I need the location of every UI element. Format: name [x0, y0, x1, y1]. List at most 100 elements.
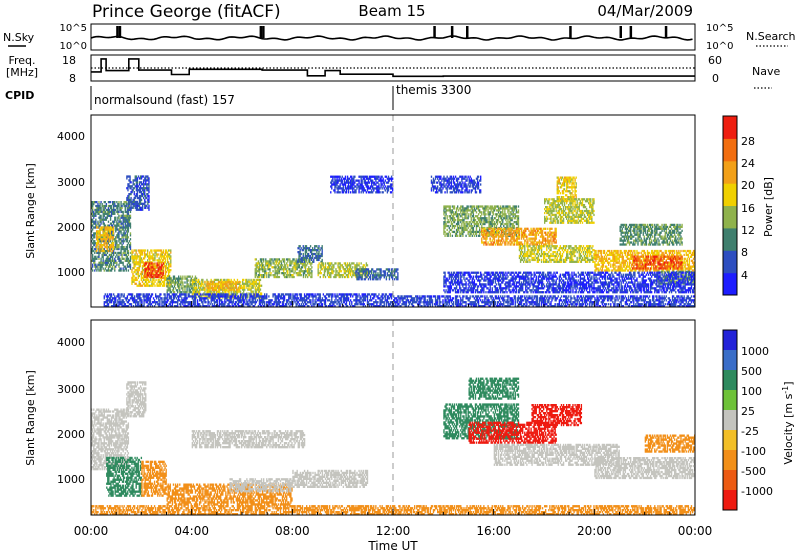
heatmap-cell [376, 276, 378, 279]
heatmap-cell [296, 299, 298, 302]
heatmap-cell [196, 288, 199, 291]
heatmap-cell [220, 295, 222, 298]
heatmap-cell [397, 276, 399, 279]
heatmap-cell [255, 264, 257, 267]
heatmap-cell [167, 277, 169, 280]
heatmap-cell [155, 295, 157, 298]
heatmap-cell [230, 289, 232, 292]
heatmap-cell [174, 305, 177, 307]
heatmap-cell [108, 249, 111, 253]
heatmap-cell [102, 232, 104, 235]
heatmap-cell [322, 262, 325, 265]
heatmap-cell [134, 295, 136, 298]
heatmap-cell [194, 295, 197, 298]
heatmap-cell [109, 244, 112, 247]
heatmap-cell [151, 255, 153, 258]
heatmap-cell [128, 220, 131, 223]
heatmap-cell [145, 299, 147, 302]
heatmap-cell [280, 297, 283, 300]
heatmap-cell [309, 262, 311, 265]
heatmap-cell [293, 258, 295, 261]
heatmap-cell [143, 183, 145, 186]
heatmap-cell [381, 305, 383, 307]
heatmap-cell [98, 263, 100, 266]
heatmap-cell [155, 303, 157, 306]
heatmap-cell [165, 263, 168, 266]
heatmap-cell [127, 253, 130, 257]
heatmap-cell [142, 189, 144, 192]
heatmap-cell [148, 270, 150, 273]
heatmap-cell [198, 280, 200, 283]
heatmap-cell [147, 251, 149, 254]
heatmap-cell [371, 299, 373, 302]
heatmap-cell [362, 268, 364, 271]
heatmap-cell [182, 303, 184, 306]
heatmap-cell [309, 254, 312, 258]
heatmap-cell [109, 230, 112, 233]
heatmap-cell [350, 264, 352, 267]
heatmap-cell [343, 272, 346, 275]
heatmap-cell [112, 220, 114, 223]
heatmap-cell [140, 253, 143, 256]
heatmap-cell [340, 295, 342, 298]
heatmap-cell [278, 270, 281, 273]
heatmap-cell [201, 294, 203, 297]
heatmap-cell [224, 303, 226, 306]
heatmap-cell [98, 240, 100, 243]
heatmap-cell [329, 268, 331, 271]
heatmap-cell [352, 266, 354, 269]
heatmap-cell [235, 289, 238, 292]
heatmap-cell [126, 177, 128, 180]
heatmap-cell [169, 249, 171, 252]
heatmap-cell [100, 222, 102, 225]
heatmap-cell [142, 274, 145, 278]
heatmap-cell [129, 193, 131, 196]
heatmap-cell [114, 267, 116, 270]
heatmap-cell [308, 256, 311, 260]
heatmap-cell [329, 303, 331, 306]
heatmap-cell [98, 255, 100, 258]
heatmap-cell [321, 245, 323, 248]
heatmap-cell [322, 274, 325, 277]
heatmap-cell [291, 270, 293, 273]
heatmap-cell [119, 238, 121, 241]
heatmap-cell [187, 293, 189, 296]
heatmap-cell [332, 293, 334, 296]
heatmap-cell [135, 263, 137, 266]
heatmap-cell [280, 272, 283, 275]
heatmap-cell [398, 303, 400, 306]
heatmap-cell [304, 266, 307, 269]
heatmap-cell [258, 275, 261, 279]
heatmap-cell [199, 288, 201, 291]
heatmap-cell [134, 194, 136, 198]
heatmap-cell [165, 270, 168, 274]
heatmap-cell [109, 222, 112, 225]
heatmap-cell [149, 297, 152, 300]
heatmap-cell [217, 290, 220, 293]
heatmap-cell [174, 287, 177, 290]
heatmap-cell [259, 305, 262, 307]
heatmap-cell [297, 274, 299, 277]
heatmap-cell [136, 272, 138, 276]
heatmap-cell [149, 255, 151, 258]
heatmap-cell [145, 262, 148, 265]
heatmap-cell [357, 295, 359, 298]
heatmap-cell [503, 299, 505, 302]
heatmap-cell [448, 295, 450, 298]
heatmap-cell [203, 294, 205, 297]
heatmap-cell [381, 274, 383, 277]
heatmap-cell [426, 303, 428, 306]
heatmap-cell [239, 299, 242, 302]
heatmap-cell [495, 297, 498, 300]
heatmap-cell [156, 282, 158, 285]
heatmap-cell [310, 303, 312, 306]
heatmap-cell [103, 222, 105, 225]
heatmap-cell [109, 255, 112, 258]
heatmap-cell [123, 295, 125, 298]
heatmap-cell [260, 274, 263, 277]
heatmap-cell [332, 264, 334, 267]
heatmap-cell [152, 280, 154, 283]
heatmap-cell [138, 187, 141, 190]
heatmap-cell [434, 303, 437, 306]
heatmap-cell [339, 266, 341, 269]
